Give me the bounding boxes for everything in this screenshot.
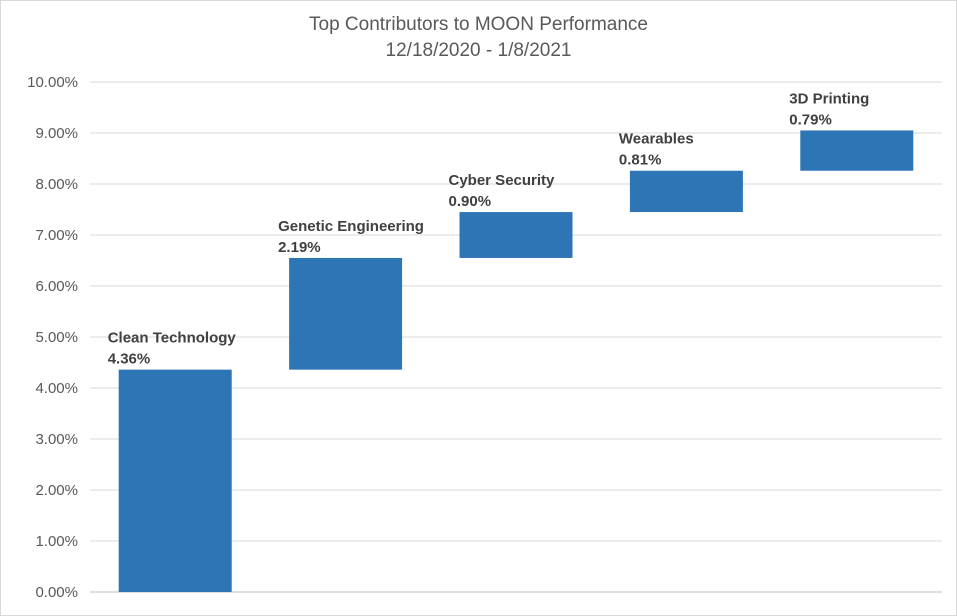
bar [800, 130, 914, 171]
category-label: Clean Technology [108, 330, 237, 347]
data-label: 0.90% [449, 193, 492, 210]
bar [459, 212, 573, 258]
category-label: Wearables [619, 131, 694, 148]
bar-labels: Clean Technology 4.36% Genetic Engineering… [108, 90, 870, 367]
y-tick-label: 6.00% [35, 278, 78, 295]
bars [118, 130, 914, 592]
data-label: 0.79% [789, 111, 832, 128]
category-label: 3D Printing [789, 90, 869, 107]
data-label: 0.81% [619, 152, 662, 169]
chart-subtitle: 12/18/2020 - 1/8/2021 [385, 40, 572, 61]
category-label: Genetic Engineering [278, 218, 424, 235]
y-tick-label: 0.00% [35, 584, 78, 601]
data-label: 2.19% [278, 239, 321, 256]
data-label: 4.36% [108, 351, 151, 368]
y-tick-label: 4.00% [35, 380, 78, 397]
y-tick-label: 10.00% [27, 74, 78, 91]
y-tick-label: 9.00% [35, 125, 78, 142]
bar [289, 257, 403, 370]
gridlines [90, 81, 942, 593]
y-tick-label: 7.00% [35, 227, 78, 244]
y-tick-label: 5.00% [35, 329, 78, 346]
bar [118, 369, 232, 592]
y-tick-label: 3.00% [35, 431, 78, 448]
y-tick-label: 2.00% [35, 482, 78, 499]
chart-title: Top Contributors to MOON Performance [309, 14, 648, 35]
y-tick-label: 1.00% [35, 533, 78, 550]
y-tick-label: 8.00% [35, 176, 78, 193]
bar [629, 170, 743, 213]
y-axis: 0.00% 1.00% 2.00% 3.00% 4.00% 5.00% 6.00% 7.00%… [27, 74, 78, 601]
category-label: Cyber Security [449, 172, 556, 189]
